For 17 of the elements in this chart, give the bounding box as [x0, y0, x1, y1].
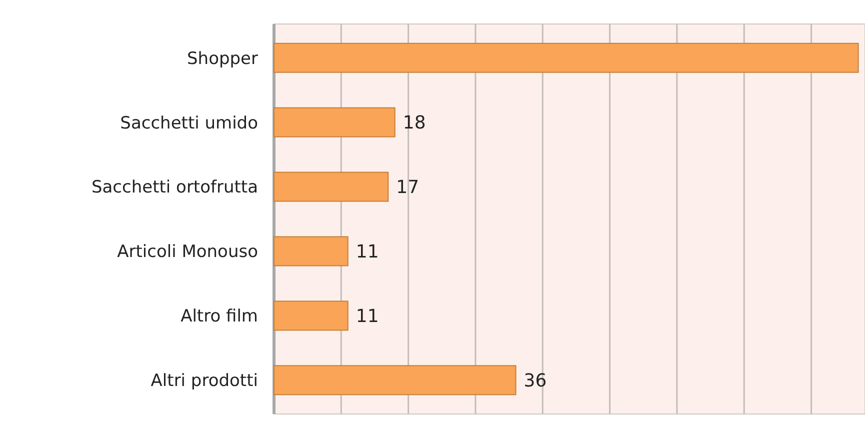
data-label: 11 [356, 306, 379, 327]
y-tick-label: Articoli Monouso [117, 242, 258, 262]
y-tick-label: Shopper [187, 48, 258, 69]
bar [274, 172, 389, 202]
bar [274, 365, 516, 396]
bar [274, 300, 348, 331]
bar [274, 236, 348, 266]
y-tick-label: Altri prodotti [150, 371, 258, 392]
y-tick-label: Sacchetti ortofrutta [91, 178, 258, 198]
data-label: 18 [402, 112, 426, 134]
data-label: 36 [524, 370, 547, 392]
data-label: 11 [356, 242, 379, 263]
bar [274, 42, 859, 73]
y-tick-label: Altro film [180, 306, 258, 327]
data-label: 17 [396, 177, 420, 198]
y-tick-label: Sacchetti umido [120, 113, 258, 134]
bar [274, 107, 396, 138]
